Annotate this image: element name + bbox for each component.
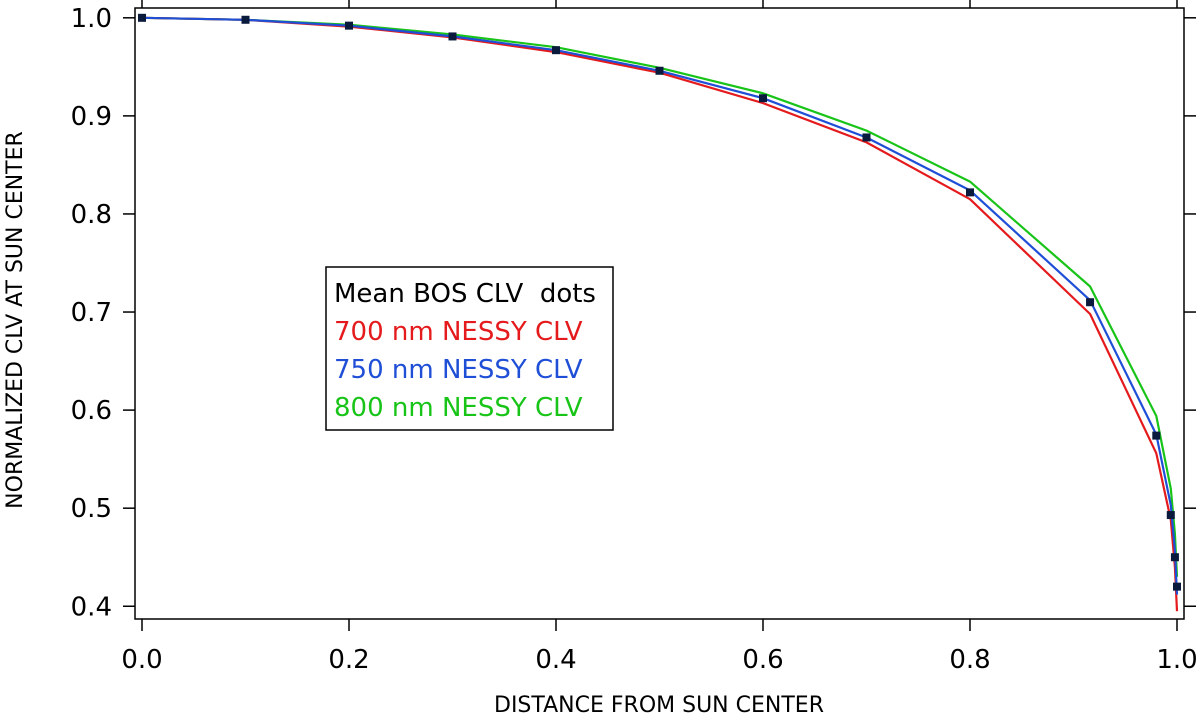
data-dot	[241, 15, 250, 24]
data-dot	[1173, 582, 1181, 591]
x-tick-label: 0.6	[742, 645, 783, 675]
x-tick-label: 0.0	[121, 645, 162, 675]
data-dot	[1170, 553, 1179, 562]
y-axis-title: NORMALIZED CLV AT SUN CENTER	[3, 131, 28, 509]
data-dot	[552, 46, 560, 55]
data-dot	[345, 21, 353, 30]
series-line-800nm	[141, 16, 1179, 577]
data-dot	[448, 32, 457, 41]
data-dot	[966, 188, 974, 197]
y-tick-label: 0.6	[71, 396, 112, 426]
y-tick-label: 1.0	[71, 4, 112, 34]
data-dot	[1166, 511, 1175, 520]
y-tick-label: 0.7	[71, 298, 112, 328]
x-tick-label: 1.0	[1156, 645, 1197, 675]
x-tick-label: 0.4	[535, 645, 576, 675]
y-tick-label: 0.9	[71, 102, 112, 132]
data-dot	[138, 13, 146, 22]
series-lines	[141, 16, 1179, 612]
axis-ticks	[123, 0, 1196, 631]
data-dot	[759, 94, 767, 103]
x-tick-labels: 0.0 0.2 0.4 0.6 0.8 1.0	[121, 645, 1197, 675]
data-dot	[1086, 298, 1095, 307]
legend-entry-700nm: 700 nm NESSY CLV	[334, 317, 583, 347]
x-axis-title: DISTANCE FROM SUN CENTER	[494, 693, 824, 718]
series-line-750nm	[141, 16, 1179, 595]
legend-box	[325, 266, 614, 431]
data-dot	[862, 133, 871, 142]
plot-frame	[134, 7, 1185, 620]
legend-entry-750nm: 750 nm NESSY CLV	[334, 355, 583, 385]
data-dot	[655, 66, 664, 75]
y-tick-labels: 0.4 0.5 0.6 0.7 0.8 0.9 1.0	[71, 4, 112, 622]
data-dot	[1152, 431, 1161, 440]
legend-entry-dots: Mean BOS CLV dots	[334, 279, 596, 309]
x-tick-label: 0.8	[949, 645, 990, 675]
legend: Mean BOS CLV dots 700 nm NESSY CLV 750 n…	[325, 266, 614, 431]
y-tick-label: 0.5	[71, 494, 112, 524]
y-tick-label: 0.8	[71, 200, 112, 230]
series-line-700nm	[141, 16, 1179, 612]
y-tick-label: 0.4	[71, 592, 112, 622]
legend-entry-800nm: 800 nm NESSY CLV	[334, 393, 583, 423]
mean-bos-dots	[138, 13, 1181, 591]
x-tick-label: 0.2	[328, 645, 369, 675]
